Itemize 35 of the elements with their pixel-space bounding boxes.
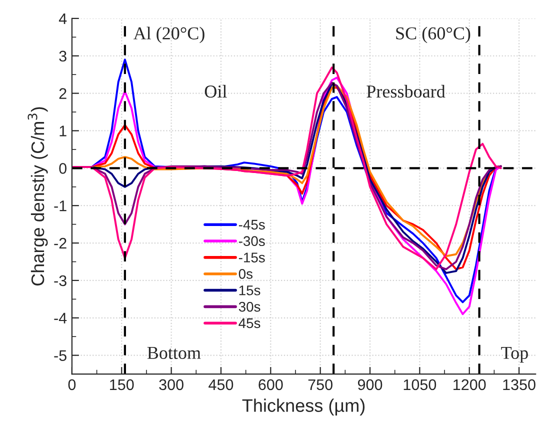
legend-label: -15s [238,252,265,262]
y-tick-label: 4 [58,13,67,24]
y-tick-label: -3 [54,275,66,286]
x-tick-label: 750 [308,379,332,390]
ref-line-label: Al (20°C) [133,26,204,44]
legend-label: 30s [238,302,260,312]
y-tick-label: -2 [54,238,66,249]
x-tick-label: 150 [110,379,134,390]
y-tick-label: -1 [54,200,66,212]
x-tick-label: 900 [358,379,382,390]
x-tick-label: 1350 [503,379,536,390]
legend-label: -30s [238,236,265,246]
y-tick-label: -5 [54,350,66,361]
x-tick-label: 1050 [404,379,436,390]
x-tick-label: 600 [258,379,283,390]
annotation: Pressboard [366,84,446,98]
annotation: Top [501,346,528,363]
x-axis-title: Thickness (µm) [242,398,365,416]
legend-label: 0s [238,269,252,279]
ref-line-label: SC (60°C) [396,26,470,44]
y-tick-label: -4 [54,312,67,324]
y-tick-label: 0 [59,163,66,174]
y-axis-title: Charge denstiy (C/m$^{3}$) [28,107,48,286]
x-tick-label: 450 [208,379,234,390]
y-tick-label: 1 [60,126,66,136]
x-tick-label: 1200 [454,379,486,390]
legend-label: -45s [238,220,265,230]
annotation: Oil [204,84,227,98]
y-tick-label: 2 [59,88,66,99]
legend-label: 45s [238,318,260,328]
annotation: Bottom [147,346,201,359]
x-tick-label: 300 [159,379,184,390]
x-tick-label: 0 [68,379,76,390]
y-tick-label: 3 [59,50,66,62]
legend-label: 15s [239,286,260,296]
